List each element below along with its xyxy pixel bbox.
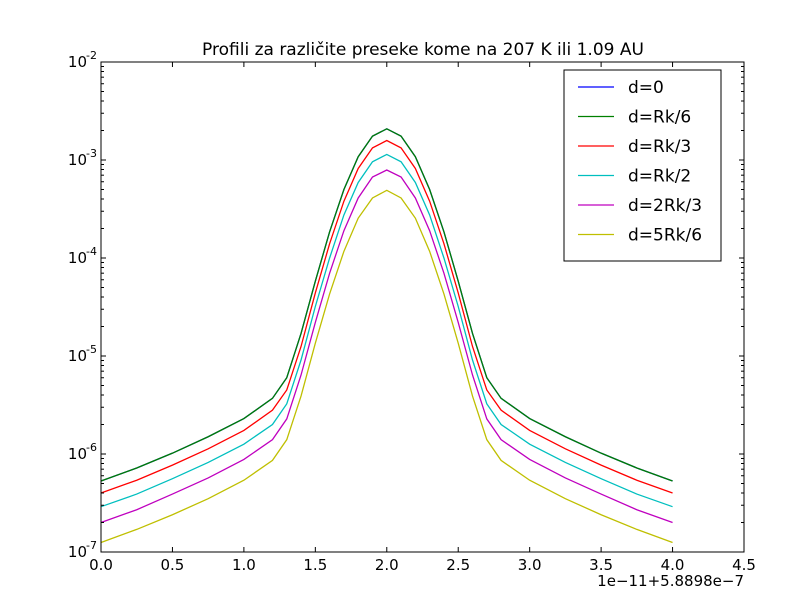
legend-label: d=0 <box>628 78 664 98</box>
series-line-3 <box>100 139 673 494</box>
x-tick-label: 0.5 <box>161 556 185 574</box>
x-tick-label: 2.0 <box>375 556 399 574</box>
y-tick-base: 10 <box>68 445 87 463</box>
chart-title: Profili za različite preseke kome na 207… <box>202 40 644 60</box>
legend-label: d=2Rk/3 <box>628 196 702 216</box>
y-tick-exponent: -6 <box>86 441 97 454</box>
legend-label: d=Rk/3 <box>628 137 691 157</box>
legend-label: d=Rk/2 <box>628 167 691 187</box>
y-tick-label: 10 <box>68 543 87 561</box>
legend-label: d=Rk/6 <box>628 108 691 128</box>
x-tick-label: 1.5 <box>303 556 327 574</box>
y-tick-exponent: -5 <box>86 343 97 356</box>
y-tick-label: 10 <box>68 347 87 365</box>
y-tick-label: 10 <box>68 249 87 267</box>
y-tick-label: 10 <box>68 445 87 463</box>
plot-frame <box>100 61 745 553</box>
y-axis-ticks: 10-710-610-510-410-310-2 <box>68 49 744 561</box>
y-tick-base: 10 <box>68 53 87 71</box>
y-tick-exponent: -4 <box>86 245 97 258</box>
series-line-4 <box>100 153 673 508</box>
y-tick-exponent: -3 <box>86 147 97 160</box>
y-tick-label: 10 <box>68 151 87 169</box>
legend-box <box>563 69 722 262</box>
y-tick-exponent: -7 <box>86 539 97 552</box>
legend: d=0 d=Rk/6 d=Rk/3 d=Rk/2 d=2Rk/3 d=5Rk/6 <box>563 69 722 262</box>
series-line-5 <box>100 169 673 524</box>
y-tick-base: 10 <box>68 249 87 267</box>
x-tick-label: 0.0 <box>89 556 113 574</box>
y-tick-exponent: -2 <box>86 49 97 62</box>
y-tick-label: 10 <box>68 53 87 71</box>
x-tick-label: 2.5 <box>446 556 470 574</box>
y-tick-base: 10 <box>68 151 87 169</box>
legend-label: d=5Rk/6 <box>628 226 702 246</box>
x-tick-label: 1.0 <box>232 556 256 574</box>
x-axis-offset-label: 1e−11+5.8898e−7 <box>597 572 744 590</box>
y-tick-base: 10 <box>68 347 87 365</box>
y-tick-base: 10 <box>68 543 87 561</box>
x-tick-label: 4.0 <box>661 556 685 574</box>
series-line-6 <box>100 189 673 544</box>
x-tick-label: 3.0 <box>518 556 542 574</box>
x-tick-label: 3.5 <box>589 556 613 574</box>
x-axis-ticks: 0.0 0.5 1.0 1.5 2.0 2.5 3.0 3.5 4.0 4.5 <box>89 62 756 574</box>
x-tick-label: 4.5 <box>732 556 756 574</box>
series-layer <box>100 128 673 544</box>
series-line-2 <box>100 128 673 482</box>
